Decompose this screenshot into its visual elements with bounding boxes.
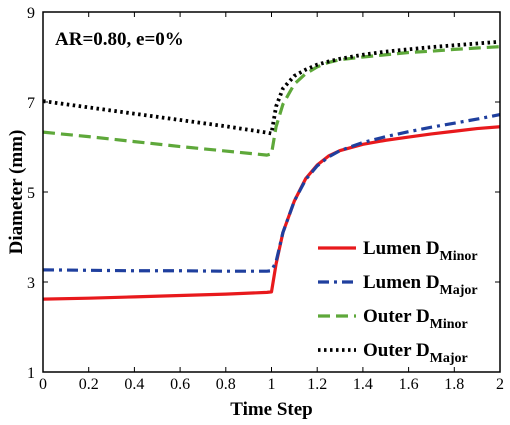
- legend-label-1: Lumen DMinor: [363, 238, 478, 264]
- y-tick-label: 9: [27, 5, 35, 22]
- x-tick-label: 0.6: [170, 376, 190, 393]
- legend-label-subscript: Minor: [430, 317, 468, 332]
- legend-label-main: Lumen D: [363, 238, 440, 259]
- y-axis-label: Diameter (mm): [6, 130, 27, 255]
- y-tick-label: 5: [27, 185, 35, 202]
- legend-label-subscript: Major: [440, 283, 478, 298]
- legend-label-main: Lumen D: [363, 272, 440, 293]
- ticks-layer: 0 0.2 0.4 0.6 0.8 1 1.2 1.4 1.6 1.8 2 1 3 5 7 9: [27, 5, 504, 393]
- x-tick-label: 2: [496, 376, 504, 393]
- legend-label-subscript: Major: [430, 351, 468, 366]
- series-line-4: [42, 39, 501, 136]
- x-tick-label: 1.6: [399, 376, 419, 393]
- series-line-3: [42, 45, 501, 157]
- legend-label-main: Outer D: [363, 306, 430, 327]
- series-layer: [42, 39, 501, 301]
- legend-label-3: Outer DMinor: [363, 306, 468, 332]
- x-tick-label: 0.4: [124, 376, 144, 393]
- legend-label-main: Outer D: [363, 340, 430, 361]
- x-tick-label: 1.8: [444, 376, 464, 393]
- y-tick-label: 3: [27, 275, 35, 292]
- chart-annotation: AR=0.80, e=0%: [55, 29, 184, 50]
- legend-label-subscript: Minor: [440, 249, 478, 264]
- x-tick-label: 1: [268, 376, 276, 393]
- x-tick-label: 0.2: [79, 376, 99, 393]
- x-tick-label: 0: [39, 376, 47, 393]
- series-line-2: [42, 113, 501, 273]
- x-axis-label: Time Step: [230, 399, 313, 420]
- x-tick-label: 1.2: [307, 376, 327, 393]
- x-tick-label: 0.8: [216, 376, 236, 393]
- legend-label-2: Lumen DMajor: [363, 272, 478, 298]
- series-line-1: [42, 125, 501, 301]
- y-tick-label: 7: [27, 95, 35, 112]
- x-tick-label: 1.4: [353, 376, 373, 393]
- legend-label-4: Outer DMajor: [363, 340, 468, 366]
- y-tick-label: 1: [27, 365, 35, 382]
